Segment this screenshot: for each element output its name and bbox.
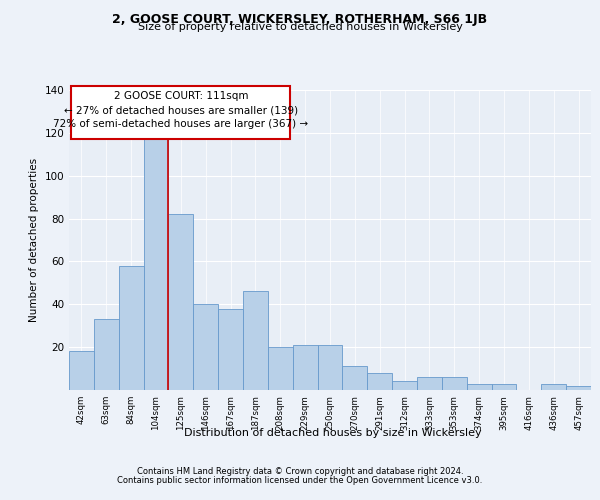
Bar (243, 292, 268, 390)
Bar (268, 347, 293, 390)
Bar (119, 266, 143, 390)
Bar (317, 345, 343, 390)
Text: Size of property relative to detached houses in Wickersley: Size of property relative to detached ho… (137, 22, 463, 32)
Text: Contains public sector information licensed under the Open Government Licence v3: Contains public sector information licen… (118, 476, 482, 485)
Bar (392, 382, 417, 390)
Bar (293, 345, 317, 390)
Bar (491, 384, 517, 390)
Bar (143, 137, 169, 390)
Bar (218, 308, 243, 390)
Bar (169, 214, 193, 390)
Bar (417, 377, 442, 390)
Y-axis label: Number of detached properties: Number of detached properties (29, 158, 39, 322)
Bar (467, 384, 491, 390)
Bar (367, 373, 392, 390)
Text: Contains HM Land Registry data © Crown copyright and database right 2024.: Contains HM Land Registry data © Crown c… (137, 467, 463, 476)
Bar (193, 304, 218, 390)
Bar (442, 377, 467, 390)
Text: 2, GOOSE COURT, WICKERSLEY, ROTHERHAM, S66 1JB: 2, GOOSE COURT, WICKERSLEY, ROTHERHAM, S… (112, 12, 488, 26)
Text: Distribution of detached houses by size in Wickersley: Distribution of detached houses by size … (184, 428, 482, 438)
Bar (69, 352, 94, 390)
FancyBboxPatch shape (71, 86, 290, 140)
Bar (343, 366, 367, 390)
Bar (541, 384, 566, 390)
Text: 2 GOOSE COURT: 111sqm
← 27% of detached houses are smaller (139)
72% of semi-det: 2 GOOSE COURT: 111sqm ← 27% of detached … (53, 92, 308, 130)
Bar (94, 320, 119, 390)
Bar (566, 386, 591, 390)
